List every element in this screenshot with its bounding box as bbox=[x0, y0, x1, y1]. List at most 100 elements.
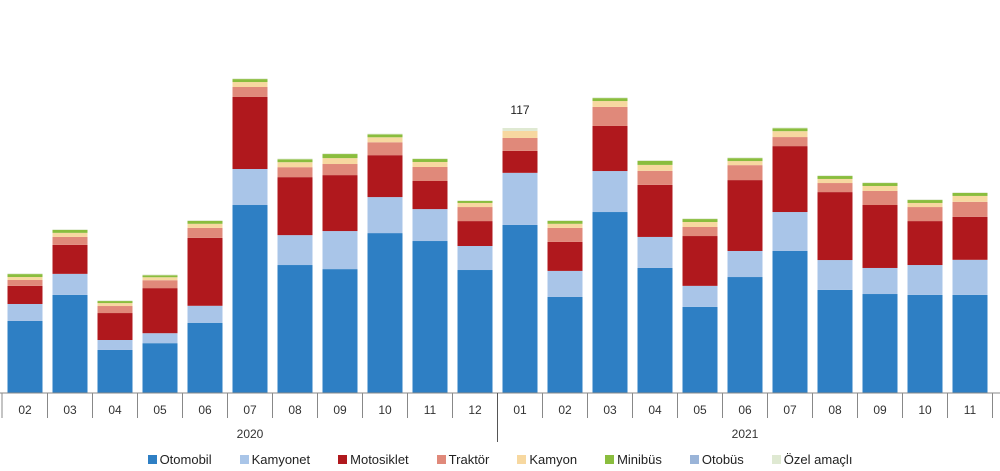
legend-swatch bbox=[436, 455, 446, 464]
bar-segment-kamyon bbox=[52, 232, 88, 237]
bar-segment-zelamal bbox=[52, 229, 88, 230]
x-tick-label: 06 bbox=[198, 403, 212, 417]
bar-segment-minibs bbox=[52, 229, 88, 233]
bar-segment-zelamal bbox=[277, 158, 313, 160]
bar-segment-minibs bbox=[367, 134, 403, 138]
bar-segment-zelamal bbox=[952, 192, 988, 194]
bar-segment-zelamal bbox=[772, 127, 808, 129]
legend-swatch bbox=[771, 455, 781, 464]
legend-item: Otomobil bbox=[147, 452, 212, 467]
legend-item: Özel amaçlı bbox=[771, 452, 852, 467]
bar-segment-minibs bbox=[862, 183, 898, 186]
bar-segment-zelamal bbox=[547, 220, 583, 221]
bar-segment-motosiklet bbox=[367, 155, 403, 198]
bar-segment-kamyon bbox=[412, 161, 448, 167]
bar-segment-traktr bbox=[817, 183, 853, 193]
x-tick-label: 03 bbox=[63, 403, 77, 417]
legend-item: Traktör bbox=[436, 452, 490, 467]
bar-segment-kamyon bbox=[637, 164, 673, 171]
x-tick-label: 02 bbox=[558, 403, 572, 417]
bar-segment-kamyonet bbox=[592, 171, 628, 213]
bar-segment-kamyon bbox=[907, 202, 943, 208]
bar-segment-traktr bbox=[907, 207, 943, 222]
x-tick-label: 04 bbox=[108, 403, 122, 417]
bar-segment-otomobil bbox=[457, 270, 493, 393]
bar-segment-zelamal bbox=[367, 133, 403, 135]
bar-segment-motosiklet bbox=[457, 221, 493, 247]
bar-segment-minibs bbox=[817, 176, 853, 179]
bar-segment-motosiklet bbox=[322, 175, 358, 232]
bar-segment-motosiklet bbox=[502, 150, 538, 173]
bar-segment-motosiklet bbox=[142, 288, 178, 334]
bar-segment-kamyon bbox=[322, 158, 358, 165]
bar-segment-zelamal bbox=[637, 160, 673, 161]
bar-segment-minibs bbox=[277, 159, 313, 163]
legend-swatch bbox=[605, 455, 615, 464]
bar-segment-otomobil bbox=[682, 306, 718, 393]
bar-segment-kamyonet bbox=[502, 172, 538, 225]
bar-segment-otomobil bbox=[97, 349, 133, 393]
bar-segment-kamyonet bbox=[637, 236, 673, 268]
x-tick-label: 04 bbox=[648, 403, 662, 417]
bar-segment-traktr bbox=[862, 190, 898, 206]
bar-segment-minibs bbox=[907, 200, 943, 203]
bar-segment-traktr bbox=[7, 279, 43, 286]
x-tick-label: 08 bbox=[288, 403, 302, 417]
bar-segment-otomobil bbox=[52, 294, 88, 393]
bar-segment-kamyonet bbox=[52, 273, 88, 295]
bar-segment-motosiklet bbox=[52, 244, 88, 274]
bar-segment-otomobil bbox=[412, 241, 448, 393]
legend-label: Otobüs bbox=[701, 452, 744, 467]
bar-segment-kamyon bbox=[727, 161, 763, 166]
bar-segment-motosiklet bbox=[862, 205, 898, 268]
bar-segment-zelamal bbox=[592, 97, 628, 99]
bar-segment-kamyonet bbox=[952, 259, 988, 295]
x-tick-label: 12 bbox=[468, 403, 482, 417]
bar-segment-kamyon bbox=[277, 162, 313, 168]
bar-segment-otomobil bbox=[637, 267, 673, 393]
legend-label: Traktör bbox=[448, 452, 490, 467]
bar-segment-otomobil bbox=[547, 296, 583, 393]
bar-segment-traktr bbox=[547, 227, 583, 242]
legend-item: Otobüs bbox=[689, 452, 744, 467]
bar-segment-otomobil bbox=[277, 265, 313, 393]
bar-segment-kamyonet bbox=[727, 250, 763, 278]
bar-segment-kamyon bbox=[772, 131, 808, 138]
bar-segment-motosiklet bbox=[682, 236, 718, 286]
bar-segment-kamyonet bbox=[772, 212, 808, 251]
bar-segment-kamyon bbox=[592, 101, 628, 107]
bar-segment-motosiklet bbox=[187, 237, 223, 306]
bar-segment-traktr bbox=[682, 226, 718, 237]
bar-segment-kamyonet bbox=[412, 209, 448, 242]
bar-segment-traktr bbox=[502, 137, 538, 151]
bar-segment-motosiklet bbox=[952, 216, 988, 260]
bar-segment-minibs bbox=[7, 274, 43, 278]
bar-segment-otomobil bbox=[817, 289, 853, 393]
x-tick-label: 11 bbox=[964, 403, 977, 417]
bar-segment-zelamal bbox=[862, 182, 898, 184]
bar-segment-minibs bbox=[547, 220, 583, 224]
x-tick-label: 08 bbox=[828, 403, 842, 417]
bar-segment-zelamal bbox=[412, 158, 448, 160]
legend-item: Kamyonet bbox=[239, 452, 310, 467]
bar-segment-motosiklet bbox=[907, 221, 943, 266]
bar-segment-otomobil bbox=[592, 212, 628, 393]
legend: Otomobil Kamyonet Motosiklet Traktör Kamyon M… bbox=[0, 452, 1000, 467]
bar-segment-kamyon bbox=[232, 82, 268, 88]
bar-segment-motosiklet bbox=[727, 180, 763, 251]
year-label: 2021 bbox=[732, 427, 759, 441]
bar-segment-otomobil bbox=[142, 343, 178, 393]
bar-segment-zelamal bbox=[187, 220, 223, 221]
bar-segment-kamyonet bbox=[817, 260, 853, 290]
x-tick-label: 05 bbox=[153, 403, 167, 417]
bar-segment-motosiklet bbox=[637, 184, 673, 237]
x-tick-label: 07 bbox=[243, 403, 257, 417]
bar-segment-motosiklet bbox=[277, 177, 313, 236]
bar-segment-motosiklet bbox=[592, 125, 628, 172]
bar-segment-traktr bbox=[727, 165, 763, 181]
bar-segment-otomobil bbox=[187, 322, 223, 393]
data-label: 117 bbox=[510, 103, 529, 117]
x-tick-label: 02 bbox=[18, 403, 32, 417]
bar-segment-kamyonet bbox=[277, 235, 313, 266]
